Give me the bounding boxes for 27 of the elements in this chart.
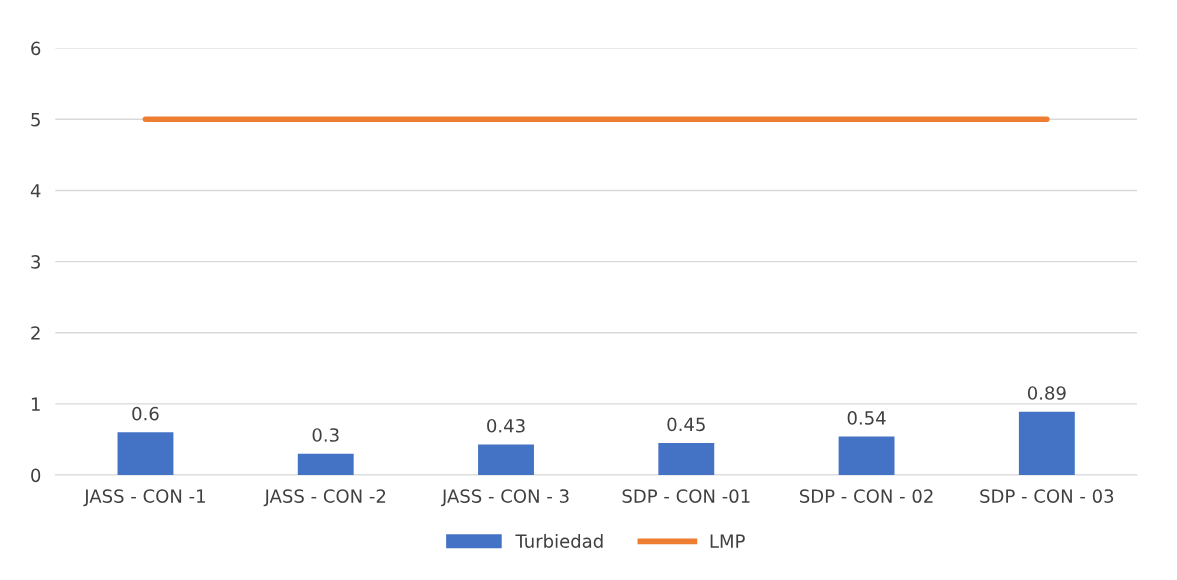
data-label: 0.6 — [132, 406, 159, 421]
bar — [117, 432, 174, 476]
data-label: 0.54 — [847, 411, 886, 425]
x-tick-label: JASS - CON - 3 — [441, 489, 569, 507]
bar — [1018, 411, 1075, 476]
bar — [478, 444, 534, 476]
y-tick-label: 4 — [30, 184, 41, 198]
y-tick-label: 2 — [31, 326, 40, 340]
x-tick-label: JASS - CON -2 — [263, 489, 386, 507]
data-label: 0.43 — [487, 418, 525, 433]
y-tick-label: 0 — [31, 468, 41, 483]
x-tick-label: SDP - CON -01 — [622, 489, 750, 503]
legend-label: LMP — [710, 534, 745, 548]
data-label: 0.3 — [312, 428, 339, 442]
bar — [297, 453, 354, 476]
y-tick-label: 5 — [31, 112, 40, 127]
bar — [838, 436, 895, 476]
data-label: 0.45 — [667, 417, 705, 432]
y-tick-label: 6 — [31, 41, 41, 56]
bar — [658, 443, 715, 476]
legend-label: Turbiedad — [515, 533, 603, 548]
y-tick-label: 3 — [31, 255, 40, 269]
x-tick-label: JASS - CON -1 — [83, 489, 205, 507]
data-label: 0.89 — [1027, 386, 1066, 400]
x-tick-label: SDP - CON - 03 — [980, 489, 1114, 503]
y-tick-label: 1 — [31, 397, 40, 411]
x-tick-label: SDP - CON - 02 — [799, 489, 933, 503]
